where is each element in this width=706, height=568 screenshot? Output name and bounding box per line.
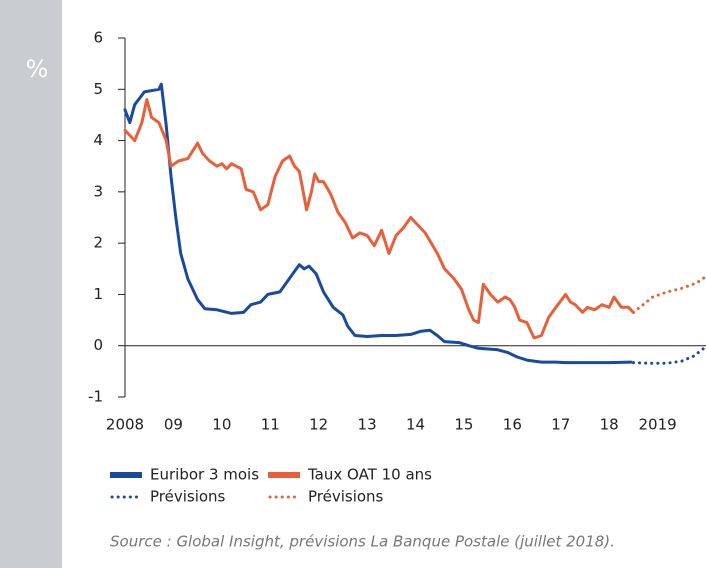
series-line xyxy=(631,345,706,365)
y-tick-label: -1 xyxy=(88,388,103,406)
x-tick-label: 2019 xyxy=(638,416,676,434)
legend-label: Prévisions xyxy=(150,488,226,506)
legend-label: Taux OAT 10 ans xyxy=(307,466,432,484)
y-tick-label: 0 xyxy=(93,336,103,354)
x-tick-label: 16 xyxy=(503,416,522,434)
x-tick-label: 09 xyxy=(164,416,183,434)
y-axis-label: % xyxy=(26,55,49,83)
x-tick-label: 18 xyxy=(600,416,619,434)
y-tick-label: 1 xyxy=(93,285,103,303)
side-band xyxy=(0,0,62,568)
x-tick-label: 10 xyxy=(212,416,231,434)
x-tick-label: 17 xyxy=(551,416,570,434)
y-tick-label: 5 xyxy=(93,80,103,98)
y-tick-label: 4 xyxy=(93,131,103,149)
x-tick-label: 11 xyxy=(261,416,280,434)
x-tick-label: 14 xyxy=(406,416,425,434)
y-tick-label: 3 xyxy=(93,182,103,200)
x-tick-label: 15 xyxy=(454,416,473,434)
y-tick-label: 6 xyxy=(93,29,103,47)
y-tick-label: 2 xyxy=(93,234,103,252)
source-note: Source : Global Insight, prévisions La B… xyxy=(110,533,615,551)
x-tick-label: 2008 xyxy=(106,416,144,434)
series-line xyxy=(123,98,635,340)
x-tick-label: 13 xyxy=(358,416,377,434)
legend-swatch xyxy=(110,472,142,478)
series-line xyxy=(123,82,633,365)
legend-swatch xyxy=(268,472,300,478)
legend-label: Euribor 3 mois xyxy=(150,466,259,484)
x-tick-label: 12 xyxy=(309,416,328,434)
series-line xyxy=(631,275,706,314)
legend-label: Prévisions xyxy=(308,488,384,506)
